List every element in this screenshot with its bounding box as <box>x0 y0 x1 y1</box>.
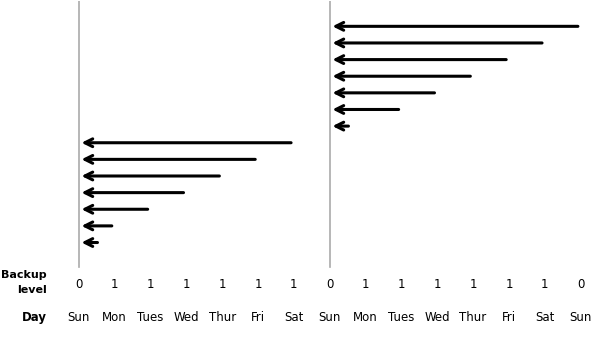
Text: level: level <box>17 285 46 295</box>
Text: Fri: Fri <box>251 311 265 324</box>
Text: 1: 1 <box>182 278 190 291</box>
Text: Day: Day <box>22 311 46 324</box>
Text: Mon: Mon <box>353 311 378 324</box>
Text: 1: 1 <box>254 278 262 291</box>
Text: Tues: Tues <box>137 311 164 324</box>
Text: Wed: Wed <box>424 311 450 324</box>
Text: Sat: Sat <box>284 311 304 324</box>
Text: 1: 1 <box>290 278 298 291</box>
Text: Mon: Mon <box>102 311 127 324</box>
Text: 0: 0 <box>75 278 82 291</box>
Text: Tues: Tues <box>388 311 415 324</box>
Text: Thur: Thur <box>460 311 487 324</box>
Text: 1: 1 <box>218 278 226 291</box>
Text: Sun: Sun <box>569 311 592 324</box>
Text: Thur: Thur <box>209 311 236 324</box>
Text: Sun: Sun <box>319 311 341 324</box>
Text: Sat: Sat <box>535 311 554 324</box>
Text: Sun: Sun <box>68 311 90 324</box>
Text: Backup: Backup <box>1 270 46 280</box>
Text: 1: 1 <box>111 278 118 291</box>
Text: Fri: Fri <box>502 311 516 324</box>
Text: 1: 1 <box>505 278 513 291</box>
Text: Wed: Wed <box>173 311 199 324</box>
Text: 1: 1 <box>362 278 370 291</box>
Text: 0: 0 <box>577 278 584 291</box>
Text: 1: 1 <box>541 278 548 291</box>
Text: 1: 1 <box>398 278 405 291</box>
Text: 0: 0 <box>326 278 334 291</box>
Text: 1: 1 <box>469 278 477 291</box>
Text: 1: 1 <box>146 278 154 291</box>
Text: 1: 1 <box>434 278 441 291</box>
